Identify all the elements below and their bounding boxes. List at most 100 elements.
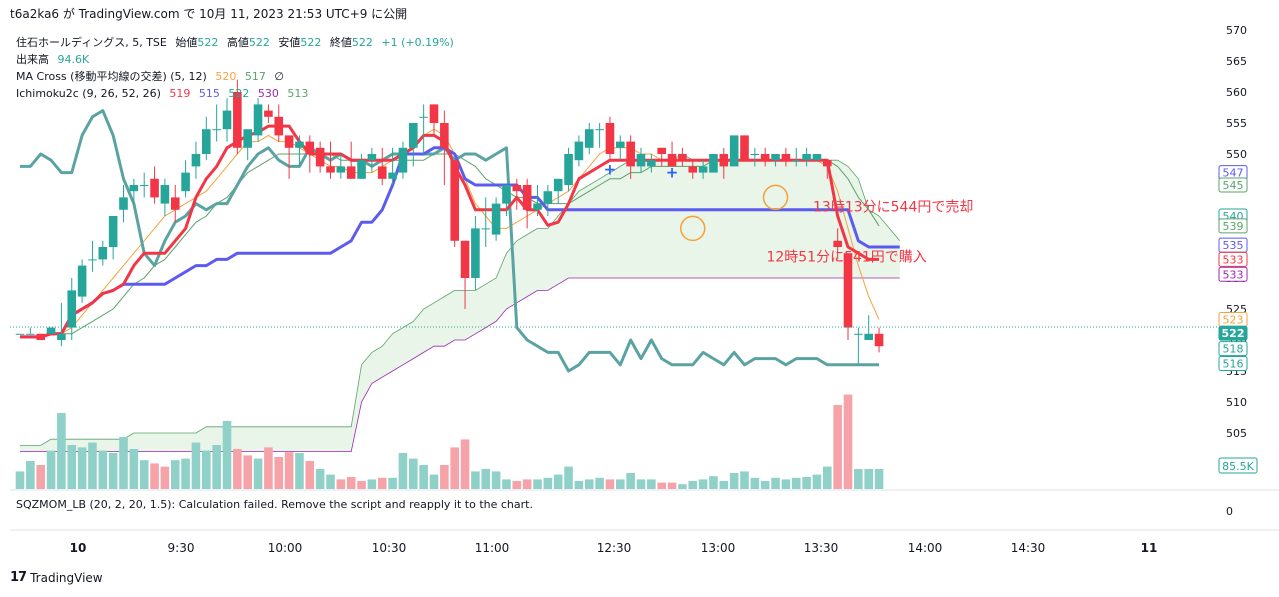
- volume-bar: [584, 479, 594, 489]
- buy-annotation: 12時51分に541円で購入: [766, 249, 926, 265]
- volume-bar: [181, 458, 190, 489]
- candle-body: [512, 185, 522, 192]
- price-label: 523: [1223, 314, 1244, 327]
- candle-body: [522, 185, 532, 210]
- time-axis[interactable]: 10 9:30 10:00 10:30 11:00 12:30 13:00 13:30 14:0…: [70, 541, 1158, 555]
- plot-area[interactable]: [10, 22, 1218, 548]
- candle-body: [26, 333, 35, 335]
- candle-body: [491, 203, 501, 235]
- volume-bar: [709, 476, 718, 489]
- candle-body: [636, 154, 646, 167]
- time-tick: 14:30: [1011, 541, 1046, 555]
- candle-body: [139, 185, 149, 186]
- candle-body: [160, 185, 170, 204]
- candle-body: [15, 333, 25, 335]
- candle-body: [740, 135, 749, 161]
- legend-volume-row[interactable]: 出来高 94.6K: [16, 51, 459, 68]
- volume-bar: [833, 405, 842, 489]
- volume-bar: [108, 453, 118, 489]
- volume-bar: [791, 477, 801, 489]
- candle-body: [98, 247, 108, 260]
- volume-bar: [823, 466, 832, 489]
- ichimoku-value-5: 513: [287, 87, 309, 100]
- candle-body: [771, 154, 780, 161]
- ma-slow-value: 517: [244, 70, 266, 83]
- tradingview-footer[interactable]: 𝟭𝟳 TradingView: [10, 570, 103, 585]
- sqzmom-error-note[interactable]: SQZMOM_LB (20, 2, 20, 1.5): Calculation …: [16, 498, 533, 511]
- volume-bar: [512, 481, 522, 489]
- time-tick: 14:00: [908, 541, 943, 555]
- candle-body: [553, 178, 563, 192]
- candle-body: [57, 333, 66, 340]
- volume-bar: [471, 471, 480, 489]
- time-tick: 10:30: [372, 541, 407, 555]
- candle-body: [367, 154, 377, 161]
- volume-bar: [202, 450, 211, 489]
- candle-body: [626, 141, 635, 167]
- volume-bar: [440, 465, 449, 489]
- volume-bar: [191, 442, 201, 489]
- candle-body: [346, 166, 356, 179]
- price-tick: 555: [1226, 117, 1247, 130]
- candle-body: [460, 240, 470, 278]
- volume-label: 出来高: [16, 53, 49, 66]
- volume-bar: [647, 479, 656, 489]
- candle-body: [760, 154, 770, 161]
- price-label: 522: [1222, 327, 1245, 340]
- price-label-box: [1218, 341, 1248, 357]
- candle-body: [709, 154, 718, 173]
- symbol-name[interactable]: 住石ホールディングス, 5, TSE: [16, 36, 167, 49]
- candle-body: [698, 166, 708, 173]
- volume-bar: [367, 479, 377, 489]
- legend-ma-row[interactable]: MA Cross (移動平均線の交差) (5, 12) 520 517 ∅: [16, 68, 459, 85]
- volume-bar: [346, 477, 356, 489]
- volume-bar: [284, 452, 294, 489]
- candle-body: [46, 327, 56, 334]
- ichimoku-value-4: 530: [257, 87, 279, 100]
- volume-bar: [543, 477, 553, 489]
- volume-bar: [336, 479, 346, 489]
- candle-body: [295, 141, 304, 148]
- volume-bar: [398, 453, 408, 489]
- candle-body: [181, 172, 190, 192]
- volume-bar: [657, 482, 666, 489]
- volume-bar: [616, 479, 625, 489]
- candle-body: [729, 135, 739, 167]
- candle-body: [616, 141, 625, 148]
- candle-body: [750, 154, 760, 155]
- low-value: 522: [300, 36, 322, 49]
- volume-bar: [357, 481, 366, 489]
- volume-bar: [636, 479, 646, 489]
- volume-bars: [15, 394, 884, 489]
- volume-bar: [564, 466, 573, 489]
- candle-body: [584, 129, 594, 148]
- open-label: 始値: [175, 36, 198, 49]
- price-label: 533: [1223, 268, 1244, 281]
- volume-bar: [98, 450, 108, 489]
- candle-body: [574, 141, 584, 161]
- volume-bar: [874, 469, 884, 489]
- volume-bar: [15, 471, 25, 489]
- volume-bar: [46, 450, 56, 489]
- candle-body: [284, 135, 294, 148]
- candle-body: [409, 123, 418, 148]
- legend-ichimoku-row[interactable]: Ichimoku2c (9, 26, 52, 26) 519 515 522 5…: [16, 85, 459, 102]
- ma-fast-value: 520: [215, 70, 237, 83]
- candle-body: [481, 228, 491, 230]
- footer-brand: TradingView: [30, 570, 103, 585]
- candles: [15, 79, 884, 365]
- ichimoku-value-3: 522: [228, 87, 250, 100]
- trade-annotations: 13時13分に544円で売却 12時51分に541円で購入: [680, 184, 973, 265]
- price-label-box: [1218, 325, 1248, 341]
- candle-body: [595, 129, 604, 131]
- price-tick: 565: [1226, 55, 1247, 68]
- candle-body: [719, 154, 729, 167]
- candle-body: [243, 129, 252, 148]
- time-tick: 13:00: [701, 541, 736, 555]
- volume-bar: [698, 479, 708, 489]
- candle-body: [874, 333, 884, 347]
- price-label: 539: [1223, 220, 1244, 233]
- candle-body: [212, 129, 221, 131]
